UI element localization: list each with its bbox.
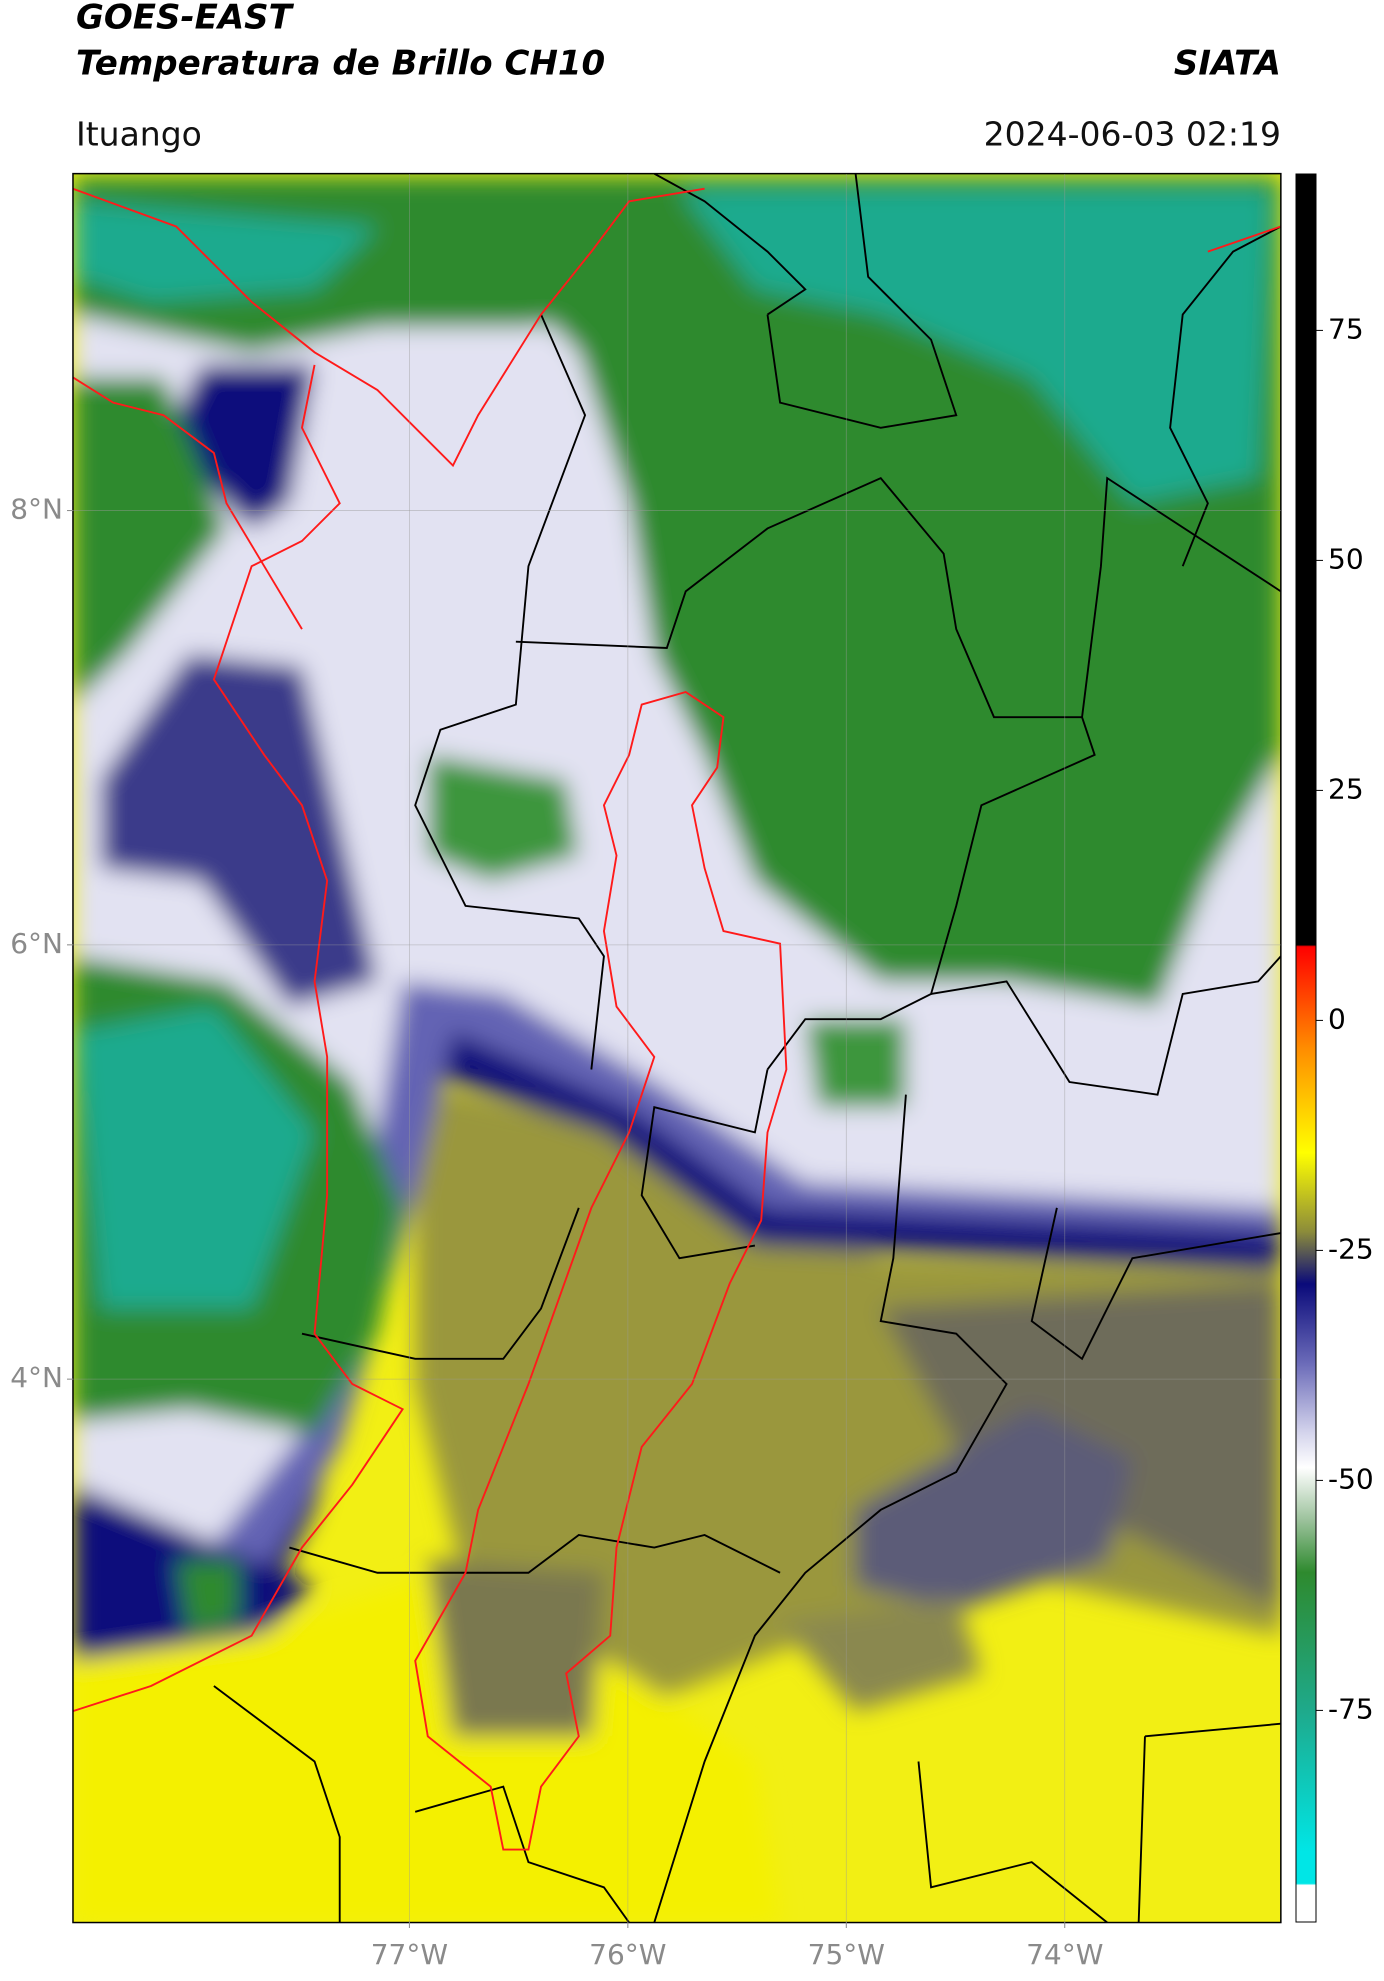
colorbar-tick-label: 75 bbox=[1328, 312, 1364, 345]
y-tick-label: 6°N bbox=[10, 927, 63, 960]
subtitle: Temperatura de Brillo CH10 bbox=[76, 44, 605, 84]
colorbar bbox=[1295, 173, 1317, 1923]
colorbar-tick-label: -50 bbox=[1328, 1462, 1374, 1495]
y-tick-label: 4°N bbox=[10, 1361, 63, 1394]
colorbar-tick-label: -25 bbox=[1328, 1232, 1374, 1265]
colorbar-tick-label: 50 bbox=[1328, 542, 1364, 575]
source: SIATA bbox=[1174, 44, 1281, 84]
x-tick-label: 77°W bbox=[371, 1938, 448, 1971]
colorbar-tick-label: 0 bbox=[1328, 1002, 1346, 1035]
map-imagery bbox=[72, 172, 1282, 1924]
colorbar-tick-label: -75 bbox=[1328, 1692, 1374, 1725]
title: GOES-EAST bbox=[76, 0, 295, 38]
location: Ituango bbox=[76, 115, 202, 154]
x-tick-label: 75°W bbox=[808, 1938, 885, 1971]
x-tick-label: 74°W bbox=[1026, 1938, 1103, 1971]
y-tick-label: 8°N bbox=[10, 493, 63, 526]
timestamp: 2024-06-03 02:19 bbox=[984, 115, 1281, 154]
x-tick-label: 76°W bbox=[589, 1938, 666, 1971]
colorbar-tick-label: 25 bbox=[1328, 772, 1364, 805]
